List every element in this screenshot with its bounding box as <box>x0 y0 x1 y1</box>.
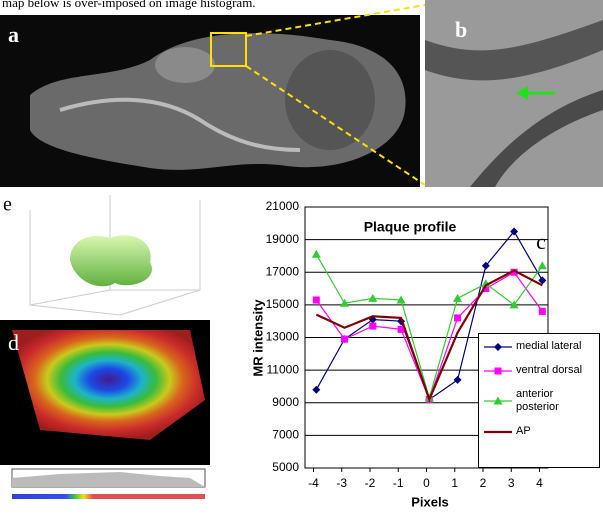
y-tick-label: 21000 <box>266 199 300 213</box>
y-tick-label: 9000 <box>272 395 299 409</box>
plaque-surface <box>70 235 152 286</box>
legend-marker <box>494 343 502 351</box>
y-tick-label: 7000 <box>272 428 299 442</box>
legend-swatch <box>482 365 516 377</box>
legend-label: medial lateral <box>516 340 596 353</box>
caption-fragment: map below is over-imposed on image histo… <box>2 0 256 10</box>
legend-marker <box>495 367 502 374</box>
panel-label: a <box>8 22 19 47</box>
data-point <box>454 314 461 321</box>
x-tick-label: 2 <box>480 476 487 490</box>
legend-entry: ventral dorsal <box>482 364 596 377</box>
x-axis-label: Pixels <box>411 494 449 509</box>
panel-label: c <box>536 229 546 254</box>
x-tick-label: 1 <box>451 476 458 490</box>
legend-entry: anterior posterior <box>482 388 596 414</box>
panel-label: d <box>8 330 19 355</box>
y-tick-label: 15000 <box>266 297 300 311</box>
x-tick-label: -3 <box>336 476 347 490</box>
legend-entry: medial lateral <box>482 340 596 353</box>
y-tick-label: 17000 <box>266 264 300 278</box>
data-point <box>313 296 320 303</box>
x-tick-label: 4 <box>536 476 543 490</box>
x-tick-label: 3 <box>508 476 515 490</box>
legend-swatch <box>482 341 516 353</box>
x-tick-label: 0 <box>423 476 430 490</box>
y-tick-label: 13000 <box>266 330 300 344</box>
legend-swatch <box>482 395 516 407</box>
legend-label: ventral dorsal <box>516 364 596 377</box>
panel-label: e <box>3 194 12 216</box>
y-tick-label: 19000 <box>266 232 300 246</box>
x-tick-label: -2 <box>365 476 376 490</box>
y-tick-label: 5000 <box>272 460 299 474</box>
legend: medial lateral ventral dorsal anterior pos… <box>478 333 600 468</box>
y-tick-label: 11000 <box>267 362 300 376</box>
legend-entry: AP <box>482 425 596 438</box>
legend-swatch <box>482 426 516 438</box>
legend-label: AP <box>516 425 596 438</box>
data-point <box>539 308 546 315</box>
colorbar <box>12 494 205 499</box>
data-point <box>341 336 348 343</box>
y-axis-label: MR intensity <box>250 299 265 377</box>
data-point <box>369 323 376 330</box>
hippocampus <box>155 47 215 83</box>
x-tick-label: -4 <box>308 476 319 490</box>
x-tick-label: -1 <box>393 476 404 490</box>
chart-title: Plaque profile <box>364 219 457 235</box>
figure: map below is over-imposed on image histo… <box>0 0 603 510</box>
panel-label: b <box>455 17 467 42</box>
legend-label: anterior posterior <box>516 388 596 414</box>
